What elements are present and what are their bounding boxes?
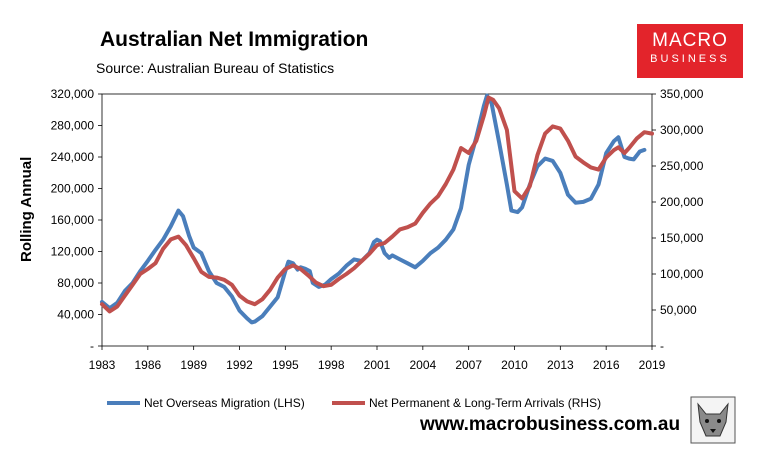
x-tick-label: 1989: [180, 358, 207, 372]
series-line-net-permanent-long-term-arrivals: [100, 95, 654, 314]
left-tick-label: 200,000: [51, 182, 95, 196]
left-tick-label: 80,000: [57, 276, 94, 290]
x-tick-label: 2010: [501, 358, 528, 372]
legend-label-plta: Net Permanent & Long-Term Arrivals (RHS): [369, 396, 601, 410]
wolf-logo-icon: [690, 396, 736, 444]
plot-area: [101, 93, 653, 347]
right-axis-ticks: - 50,000 100,000 150,000 200,000 250,000 300,0…: [652, 87, 704, 353]
x-tick-label: 2013: [547, 358, 574, 372]
chart-title: Australian Net Immigration: [100, 28, 369, 51]
right-tick-label: 150,000: [660, 231, 704, 245]
x-tick-label: 1986: [134, 358, 161, 372]
x-tick-label: 1995: [272, 358, 299, 372]
logo-line2: BUSINESS: [650, 53, 730, 65]
right-tick-label: 200,000: [660, 195, 704, 209]
x-tick-label: 2019: [639, 358, 666, 372]
macrobusiness-logo: MACRO BUSINESS: [637, 24, 743, 78]
left-tick-label: 40,000: [57, 308, 94, 322]
legend-label-nom: Net Overseas Migration (LHS): [144, 396, 305, 410]
x-tick-label: 1998: [318, 358, 345, 372]
left-axis-ticks: - 40,000 80,000 120,000 160,000 200,000 240,00…: [51, 87, 102, 353]
legend: Net Overseas Migration (LHS) Net Permane…: [107, 396, 601, 410]
x-tick-label: 2007: [455, 358, 482, 372]
x-axis-ticks: 1983 1986 1989 1992 1995 1998 2001 2004 2007 2010…: [89, 346, 666, 372]
right-tick-label: 300,000: [660, 123, 704, 137]
left-tick-label: 280,000: [51, 119, 95, 133]
right-tick-label: 250,000: [660, 159, 704, 173]
logo-line1: MACRO: [652, 30, 728, 51]
website-url: www.macrobusiness.com.au: [420, 414, 681, 435]
x-tick-label: 2001: [364, 358, 391, 372]
left-tick-label: 320,000: [51, 87, 95, 101]
left-tick-label: 120,000: [51, 245, 95, 259]
x-tick-label: 2016: [593, 358, 620, 372]
x-tick-label: 1983: [89, 358, 116, 372]
right-tick-label: 50,000: [660, 303, 697, 317]
x-tick-label: 1992: [226, 358, 253, 372]
left-tick-label: -: [90, 339, 94, 353]
right-tick-label: 350,000: [660, 87, 704, 101]
series-line-net-overseas-migration: [100, 93, 647, 325]
series-layer: [100, 93, 654, 325]
right-tick-label: -: [660, 339, 664, 353]
left-tick-label: 240,000: [51, 150, 95, 164]
left-tick-label: 160,000: [51, 213, 95, 227]
x-tick-label: 2004: [409, 358, 436, 372]
chart-subtitle: Source: Australian Bureau of Statistics: [96, 60, 335, 76]
right-tick-label: 100,000: [660, 267, 704, 281]
